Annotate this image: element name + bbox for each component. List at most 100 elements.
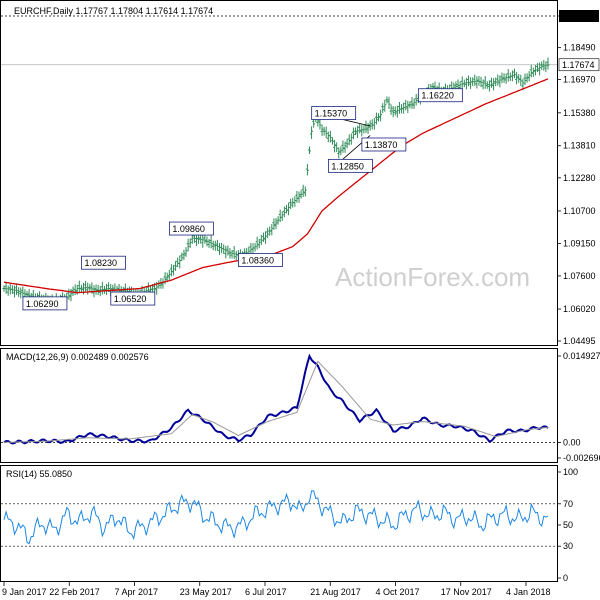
ohlc-bar [274,218,278,230]
ohlc-bar [397,102,401,114]
ohlc-bar [186,238,190,252]
rsi-panel-frame [0,465,558,582]
svg-text:4 Jan 2018: 4 Jan 2018 [506,587,551,597]
ohlc-bar [374,112,378,125]
ohlc-bar [406,100,410,114]
ohlc-bar [201,235,205,248]
ohlc-bar [69,289,73,302]
ohlc-bar [270,223,274,236]
x-axis: 9 Jan 2017 22 Feb 2017 7 Apr 2017 23 May 20… [2,582,551,597]
ohlc-bar [180,252,184,262]
svg-text:30: 30 [563,541,573,551]
annotation-label: 1.06520 [114,294,147,304]
ohlc-bar [272,218,276,230]
svg-text:1.13810: 1.13810 [563,141,596,151]
ohlc-bar [481,79,485,90]
ohlc-bar [213,240,217,251]
ohlc-bar [259,234,263,246]
ohlc-bar [295,190,299,203]
ohlc-bar [506,68,510,82]
ohlc-bar [88,283,92,293]
svg-text:1.06020: 1.06020 [563,304,596,314]
y-tick: 1.16970 [557,75,596,85]
ohlc-bar [494,77,498,87]
y-tick: 1.04495 [557,336,596,346]
ohlc-bar [517,74,521,83]
ohlc-bar [230,250,234,259]
ohlc-bar [182,249,186,260]
ohlc-bar [299,190,303,199]
rsi-header: RSI(14) 55.0850 [6,469,72,479]
svg-text:22 Feb 2017: 22 Feb 2017 [49,587,100,597]
ohlc-bar [96,284,100,296]
ohlc-bar [354,127,358,136]
macd-header: MACD(12,26,9) 0.002489 0.002576 [6,352,149,362]
ohlc-bar [533,65,537,76]
ohlc-bar [10,285,14,294]
annotation-label: 1.13870 [365,140,398,150]
ohlc-bar [370,119,374,130]
svg-text:23 May 2017: 23 May 2017 [180,587,232,597]
ohlc-bar [339,146,343,156]
ohlc-bar [469,77,473,89]
price-annotation: 1.08230 [81,255,126,270]
svg-text:1.16970: 1.16970 [563,75,596,85]
macd-y-tick: 0.014927 [557,351,600,361]
ohlc-bar [94,284,98,295]
rsi-y-tick: 100 [557,467,578,477]
macd-series-macd [3,353,549,445]
ohlc-bar [523,73,527,85]
ohlc-bar [546,57,550,70]
ohlc-bar [226,245,230,256]
ohlc-bar [364,120,368,134]
ohlc-bar [395,105,399,118]
price-header: EURCHF,Daily 1.17767 1.17804 1.17614 1.1… [14,6,213,16]
ohlc-bar [15,283,19,296]
annotation-label: 1.16220 [421,91,454,101]
ohlc-bar [67,288,71,300]
ohlc-bar [345,138,349,149]
ohlc-bar [199,234,203,244]
ohlc-bar [261,232,265,242]
ohlc-bar [276,216,280,225]
ohlc-bar [400,104,404,114]
ohlc-bar [538,62,542,76]
svg-text:100: 100 [563,467,578,477]
ohlc-bar [379,109,383,122]
svg-text:6 Jul 2017: 6 Jul 2017 [245,587,287,597]
ohlc-bar [282,206,286,218]
ohlc-bar [215,239,219,251]
macd-y-tick: -0.002696 [557,453,600,463]
svg-text:0.014927: 0.014927 [563,351,600,361]
ohlc-bar [307,146,311,155]
ohlc-bar [377,113,381,122]
ohlc-bar [249,242,253,254]
ohlc-bar [341,140,345,153]
rsi-y-tick: 0 [557,573,568,583]
ohlc-bar [167,269,171,281]
ohlc-bar [320,124,324,136]
ohlc-bar [194,234,198,246]
svg-text:1.12280: 1.12280 [563,173,596,183]
ohlc-bar [2,285,6,292]
svg-text:1.20000: 1.20000 [562,11,595,21]
ohlc-bar [4,281,8,294]
price-annotation: 1.15370 [311,106,357,120]
price-annotation: 1.16220 [417,88,463,103]
ohlc-bar [368,120,372,131]
ohlc-bar [203,234,207,244]
ohlc-bar [483,76,487,89]
ohlc-bar [228,247,232,259]
ohlc-bar [207,238,211,248]
y-tick: 1.13810 [557,141,596,151]
macd-y-tick: 0.00 [557,437,581,447]
ohlc-bar [462,79,466,88]
ohlc-bar [529,64,533,78]
ohlc-bar [385,96,389,104]
watermark: ActionForex.com [335,262,530,292]
x-tick: 4 Jan 2018 [506,582,551,597]
ohlc-bar [460,76,464,89]
svg-text:1.04495: 1.04495 [563,336,596,346]
ohlc-bar [542,59,546,71]
